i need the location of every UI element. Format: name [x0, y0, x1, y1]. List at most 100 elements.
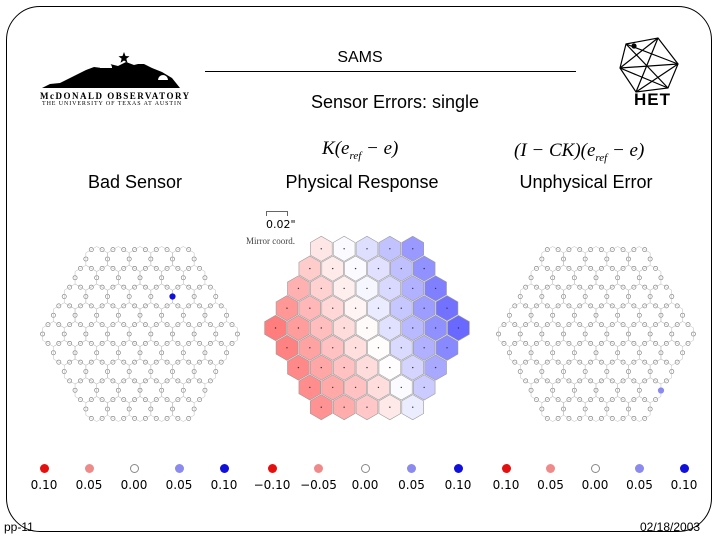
- segment-center-mark: [320, 248, 322, 250]
- label-physical-response: Physical Response: [285, 172, 439, 192]
- segment-center-mark: [366, 406, 368, 408]
- segment-center-mark: [434, 366, 437, 369]
- legend-value: 0.10: [30, 478, 58, 492]
- legend-item: 0.05: [529, 464, 573, 504]
- physical-equation: K(eref − e): [322, 138, 398, 162]
- legend-item: 0.05: [390, 464, 434, 504]
- het-telescope-logo: [619, 37, 679, 93]
- segment-center-mark: [400, 267, 402, 270]
- logo-text-observatory: McDONALD OBSERVATORY: [40, 91, 191, 101]
- segment-center-mark: [389, 366, 391, 369]
- legend-dot: [407, 464, 416, 473]
- legend-value: −0.10: [253, 478, 291, 492]
- segment-center-mark: [320, 287, 322, 290]
- segment-center-mark: [377, 307, 380, 309]
- physical-response-map: [264, 235, 470, 421]
- unphysical-error-map: [496, 246, 696, 422]
- legend-dot: [501, 464, 511, 473]
- segment-center-mark: [343, 287, 345, 290]
- legend-value: 0.00: [581, 478, 609, 492]
- legend-dot: [174, 464, 184, 473]
- segment-center-mark: [274, 327, 277, 329]
- segment-center-mark: [354, 347, 357, 349]
- segment-center-mark: [343, 327, 345, 329]
- segment-center-mark: [446, 347, 448, 349]
- legend-dot: [453, 464, 463, 473]
- legend-value: 0.05: [398, 478, 425, 492]
- legend-item: 0.05: [618, 464, 662, 504]
- legend-item: 0.10: [484, 464, 528, 504]
- segment-center-mark: [389, 406, 391, 408]
- segment-center-mark: [423, 386, 425, 389]
- legend-value: 0.05: [165, 478, 193, 492]
- legend-dot: [360, 464, 370, 473]
- label-bad-sensor: Bad Sensor: [87, 172, 183, 192]
- scale-value: 0.02": [266, 218, 296, 231]
- legend-value: 0.00: [351, 478, 379, 492]
- eq-unphysical-tail: − e): [607, 140, 645, 161]
- label-unphysical-error: Unphysical Error: [519, 172, 653, 192]
- mcdonald-observatory-logo: [42, 52, 180, 88]
- segment-center-mark: [354, 386, 357, 389]
- legend-value: 0.10: [444, 478, 472, 492]
- segment-center-mark: [320, 366, 322, 369]
- legend-dot: [39, 464, 49, 473]
- legend-value: 0.10: [670, 478, 698, 492]
- segment-center-mark: [423, 347, 425, 349]
- legend-value: 0.05: [537, 478, 564, 492]
- legend-bad-sensor: 0.10 0.05 0.00 0.05 0.10: [22, 464, 246, 504]
- segment-center-mark: [343, 406, 345, 408]
- segment-center-mark: [354, 307, 357, 309]
- legend-item: 0.00: [343, 464, 387, 504]
- segment-center-mark: [297, 366, 300, 369]
- legend-item: 0.10: [202, 464, 246, 504]
- legend-value: 0.10: [210, 478, 238, 492]
- segment-center-mark: [412, 406, 414, 408]
- bad-sensor-map: [40, 246, 240, 422]
- legend-dot: [84, 464, 94, 473]
- eq-unphysical-head: (I − CK)(e: [514, 140, 596, 161]
- legend-item: 0.05: [157, 464, 201, 504]
- mirror-segment-outline: [215, 321, 238, 347]
- legend-dot: [590, 464, 600, 473]
- segment-center-mark: [309, 267, 311, 270]
- eq-physical-body: (e: [334, 138, 350, 159]
- segment-center-mark: [297, 287, 300, 290]
- segment-center-mark: [400, 386, 402, 389]
- segment-center-mark: [423, 307, 425, 309]
- segment-center-mark: [400, 347, 402, 349]
- footer-date: 02/18/2003: [640, 520, 701, 534]
- segment-center-mark: [332, 347, 334, 349]
- legend-value: 0.05: [75, 478, 103, 492]
- segment-center-mark: [412, 327, 414, 329]
- legend-dot: [635, 464, 644, 473]
- segment-center-mark: [366, 366, 368, 369]
- segment-center-mark: [320, 327, 322, 329]
- segment-center-mark: [309, 386, 311, 389]
- segment-center-mark: [400, 307, 402, 309]
- segment-center-mark: [457, 327, 460, 329]
- segment-center-mark: [389, 287, 391, 290]
- segment-center-mark: [412, 248, 414, 250]
- segment-center-mark: [412, 366, 414, 369]
- legend-item: 0.10: [662, 464, 706, 504]
- legend-dot: [679, 464, 689, 473]
- slide-frame: [6, 6, 712, 532]
- segment-center-mark: [377, 267, 380, 270]
- segment-center-mark: [320, 406, 322, 408]
- scale-bar: [266, 211, 288, 216]
- segment-center-mark: [332, 307, 334, 309]
- segment-center-mark: [332, 386, 334, 389]
- segment-center-mark: [297, 327, 300, 329]
- legend-item: 0.10: [436, 464, 480, 504]
- segment-center-mark: [423, 267, 425, 270]
- mirror-segment-outline: [671, 321, 694, 347]
- legend-dot: [129, 464, 139, 473]
- segment-center-mark: [366, 327, 368, 329]
- segment-center-mark: [377, 386, 380, 389]
- legend-item: 0.05: [67, 464, 111, 504]
- segment-center-mark: [286, 347, 288, 349]
- legend-dot: [219, 464, 229, 473]
- legend-item: 0.10: [22, 464, 66, 504]
- segment-center-mark: [286, 307, 288, 309]
